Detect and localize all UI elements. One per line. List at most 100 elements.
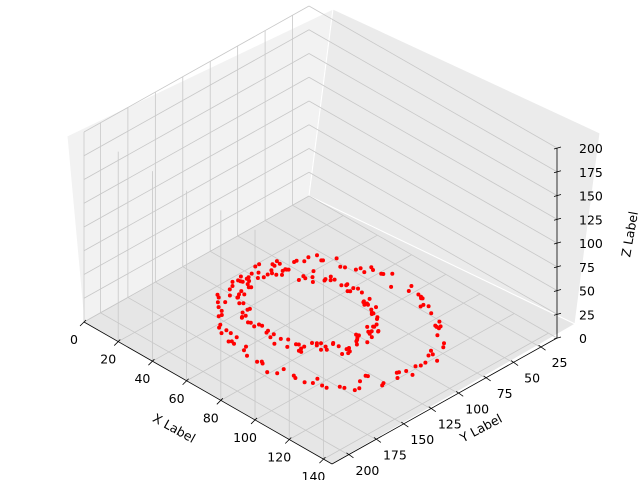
data-point [358,379,362,384]
y-tick [510,360,519,366]
grid-line-z-right [308,171,558,315]
data-point [265,272,270,277]
data-point [352,388,357,393]
data-point [346,351,351,356]
data-point [371,324,376,329]
data-point [423,360,428,365]
data-point [340,352,345,356]
data-point [395,376,400,380]
x-tick-label: 40 [134,371,150,386]
data-point [227,293,232,298]
x-axis-line [83,321,333,465]
data-point [426,353,431,358]
z-tick-label: 0 [579,331,587,346]
data-point [374,305,378,310]
grid-line-z-left [83,100,310,228]
data-point [278,336,283,341]
data-point [244,344,248,349]
data-point [441,345,446,350]
data-point [435,358,440,363]
grid-line-z-right [308,76,558,220]
data-point [310,341,314,345]
data-point [345,282,350,287]
data-point [216,314,221,319]
data-point [249,285,254,290]
data-point [367,296,372,301]
data-point [347,346,351,350]
y-tick-label: 200 [356,463,380,478]
data-point [314,343,319,348]
grid-line-z-right [308,124,558,268]
data-point [430,352,435,357]
grid-line-z-left [83,171,310,299]
chart-ticks: 0204060801001201402550751001251501752000… [70,141,603,480]
data-point [369,307,374,312]
data-point [234,335,239,340]
data-point [215,300,220,305]
data-point [365,340,370,345]
x-tick [182,378,189,386]
y-tick-label: 75 [497,386,513,401]
data-point [361,299,366,304]
x-tick [284,437,292,444]
grid-line-y [237,235,486,379]
z-tick [553,312,562,316]
data-point [310,381,315,385]
data-point [363,373,368,378]
z-tick [553,217,562,221]
data-point [409,284,414,288]
data-point [243,313,248,318]
data-point [302,344,307,349]
data-point [324,385,329,390]
data-point [354,342,359,347]
data-point [320,383,325,388]
data-point [230,284,235,288]
data-point [242,348,246,353]
grid-line-z-right [308,5,558,149]
x-tick [319,456,326,464]
data-point [241,301,246,306]
data-point [242,292,247,297]
x-tick [113,339,121,346]
data-point [274,259,279,264]
z-axis-label: Z Label [618,210,640,258]
data-point [413,364,418,369]
data-point [260,323,265,328]
x-tick-label: 60 [169,391,185,406]
data-point [286,267,291,272]
grid-line-x [118,215,344,342]
data-point [356,286,360,291]
z-tick-label: 100 [579,236,603,251]
data-point [328,274,333,279]
data-point [255,276,260,280]
grid-line-y [292,204,541,348]
y-tick-label: 125 [438,417,462,432]
data-point [215,292,220,297]
data-point [310,275,315,280]
x-tick [250,417,258,425]
grid-line-y [100,312,349,456]
z-tick-label: 25 [579,307,595,322]
data-point [237,301,242,306]
z-tick [553,336,562,340]
grid-line-z-left [83,5,310,133]
data-point [283,267,288,272]
data-point [239,315,244,320]
data-point [429,348,433,353]
data-point [351,286,356,291]
grid-line-z-right [308,195,558,339]
data-point [376,329,381,333]
grid-line-x [220,273,447,401]
grid-line-z-right [308,148,558,291]
x-tick-label: 20 [100,352,116,367]
grid-line-z-left [83,124,310,252]
data-point [245,282,250,287]
data-point [261,275,266,280]
data-point [269,268,274,273]
x-tick-label: 120 [267,450,291,465]
z-tick [553,265,562,269]
data-point [397,370,401,375]
data-point [442,341,446,346]
z-tick-label: 175 [579,165,603,180]
data-point [274,272,279,277]
